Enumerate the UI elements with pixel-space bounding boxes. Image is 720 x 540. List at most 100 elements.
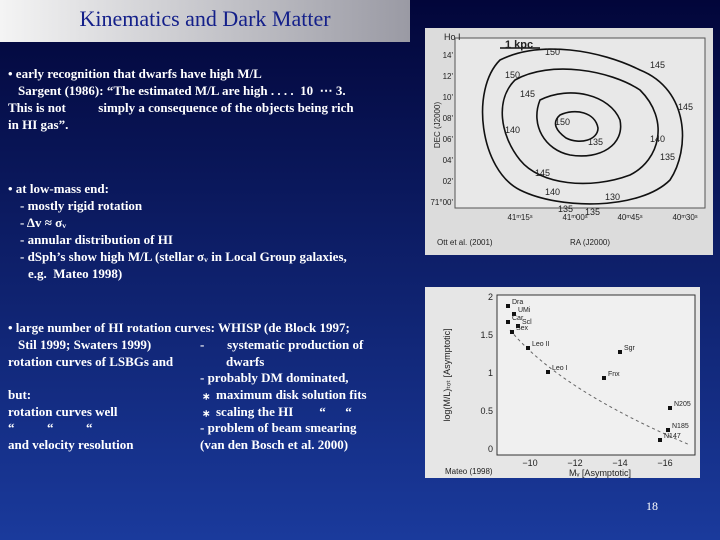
point-marker — [658, 438, 662, 442]
contour-label: 150 — [545, 47, 560, 57]
text-line: e.g. Mateo 1998) — [28, 266, 122, 281]
x-tick-label: 41ᵐ00ˢ — [562, 213, 587, 222]
text-line: • at low-mass end: — [8, 181, 109, 196]
contour-label: 135 — [588, 137, 603, 147]
figure-ml-plot — [425, 287, 700, 478]
text-line: rotation curves of LSBGs and — [8, 354, 174, 369]
y-tick-label: 1 — [488, 368, 493, 378]
title-box — [0, 0, 410, 42]
x-tick-label: −14 — [612, 458, 627, 468]
text-line: in HI gas”. — [8, 117, 68, 132]
y-axis-label: log(M/L)ₜₒₜ [Asymptotic] — [442, 328, 452, 421]
point-label: UMi — [518, 307, 531, 314]
point-marker — [526, 346, 530, 350]
body-text: • early recognition that dwarfs have hig… — [8, 66, 367, 452]
point-marker — [512, 312, 516, 316]
y-tick-label: 0.5 — [480, 406, 493, 416]
y-tick-label: 12' — [443, 72, 454, 81]
point-marker — [516, 324, 520, 328]
text-line: dwarfs — [226, 354, 264, 369]
contour-label: 150 — [555, 117, 570, 127]
contour-label: 135 — [558, 204, 573, 214]
x-axis-label: Mᵥ [Asymptotic] — [569, 468, 631, 478]
point-label: Leo I — [552, 365, 568, 372]
point-label: N205 — [674, 401, 691, 408]
text-line: Sargent (1986): “The estimated M/L are h… — [18, 83, 346, 98]
x-tick-label: 40ᵐ30ˢ — [672, 213, 697, 222]
text-line: - dSph’s show high M/L (stellar σᵥ in Lo… — [20, 249, 347, 264]
text-line: - Δv ≈ σᵥ — [20, 215, 66, 230]
page-number: 18 — [646, 499, 658, 513]
contour-label: 140 — [505, 125, 520, 135]
text-line: Stil 1999; Swaters 1999) — [18, 337, 151, 352]
y-tick-label: 04' — [443, 156, 454, 165]
point-label: Sex — [516, 325, 529, 332]
text-line: - systematic production of — [200, 337, 364, 352]
point-marker — [506, 320, 510, 324]
x-tick-label: −10 — [522, 458, 537, 468]
text-line: • large number of HI rotation curves: WH… — [8, 320, 350, 335]
text-line: “ “ “ — [8, 420, 93, 435]
point-label: Fnx — [608, 371, 620, 378]
text-line: rotation curves well — [8, 404, 118, 419]
y-axis-label: DEC (J2000) — [433, 102, 442, 149]
y-tick-label: 14' — [443, 51, 454, 60]
x-tick-label: 40ᵐ45ˢ — [617, 213, 642, 222]
text-line: - annular distribution of HI — [20, 232, 173, 247]
y-tick-label: 2 — [488, 292, 493, 302]
contour-label: 135 — [585, 207, 600, 217]
text-line: - probably DM dominated, — [200, 370, 349, 385]
contour-label: 145 — [520, 89, 535, 99]
point-label: Leo II — [532, 341, 550, 348]
contour-label: 145 — [678, 102, 693, 112]
scale-label: 1 kpc — [505, 39, 533, 51]
x-tick-label: −12 — [567, 458, 582, 468]
text-line: (van den Bosch et al. 2000) — [200, 437, 348, 452]
contour-label: 140 — [650, 134, 665, 144]
point-marker — [668, 406, 672, 410]
x-tick-label: 41ᵐ15ˢ — [507, 213, 532, 222]
contour-label: 145 — [650, 60, 665, 70]
y-tick-label: 71°00' — [430, 198, 453, 207]
y-tick-label: 08' — [443, 114, 454, 123]
point-marker — [546, 370, 550, 374]
point-label: N185 — [672, 423, 689, 430]
contour-label: 150 — [505, 70, 520, 80]
y-tick-label: 06' — [443, 135, 454, 144]
contour-label: 135 — [660, 152, 675, 162]
credit: Ott et al. (2001) — [437, 238, 493, 247]
text-line: but: — [8, 387, 31, 402]
y-tick-label: 1.5 — [480, 330, 493, 340]
contour-label: 130 — [605, 192, 620, 202]
text-line: • early recognition that dwarfs have hig… — [8, 66, 262, 81]
point-label: Car — [512, 315, 524, 322]
y-tick-label: 10' — [443, 93, 454, 102]
y-tick-label: 0 — [488, 444, 493, 454]
point-label: Dra — [512, 299, 523, 306]
point-marker — [506, 304, 510, 308]
contour-label: 140 — [545, 187, 560, 197]
point-marker — [510, 330, 514, 334]
text-line: This is not simply a consequence of the … — [8, 100, 354, 115]
text-line: - problem of beam smearing — [200, 420, 357, 435]
text-line: - mostly rigid rotation — [20, 198, 143, 213]
y-tick-label: 02' — [443, 177, 454, 186]
point-marker — [602, 376, 606, 380]
x-tick-label: −16 — [657, 458, 672, 468]
title: Kinematics and Dark Matter — [79, 6, 331, 31]
text-line: ⁎ scaling the HI “ “ — [203, 404, 352, 419]
point-marker — [666, 428, 670, 432]
text-line: and velocity resolution — [8, 437, 134, 452]
contour-label: 145 — [535, 168, 550, 178]
point-label: Scl — [522, 319, 532, 326]
point-label: N147 — [664, 433, 681, 440]
x-axis-label: RA (J2000) — [570, 238, 610, 247]
point-label: Sgr — [624, 345, 636, 352]
text-line: ⁎ maximum disk solution fits — [203, 387, 367, 402]
figure-hi-map — [425, 28, 713, 255]
credit: Mateo (1998) — [445, 467, 493, 476]
point-marker — [618, 350, 622, 354]
